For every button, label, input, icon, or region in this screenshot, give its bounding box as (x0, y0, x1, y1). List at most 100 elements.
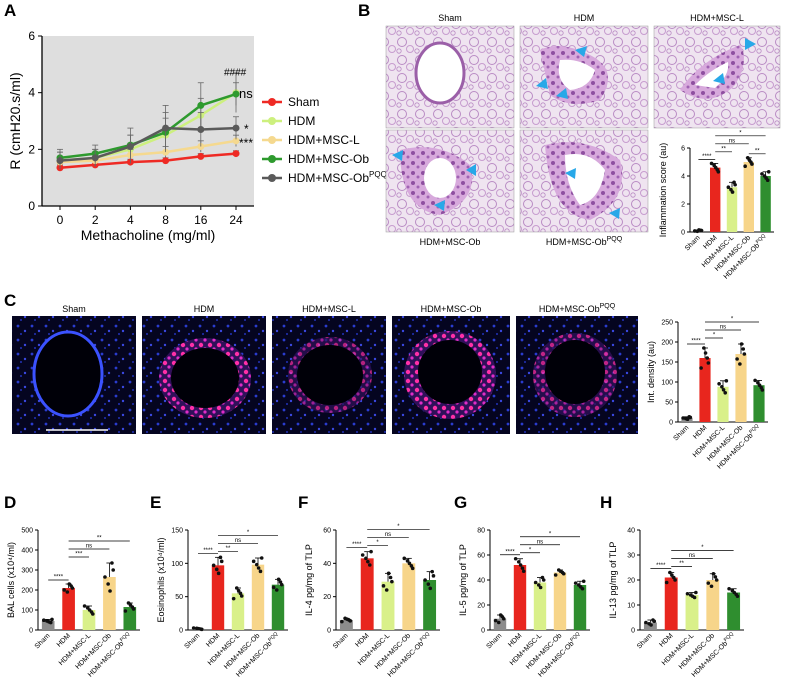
sig-label: ns (235, 538, 241, 544)
x-tick-label-sup: PQQ (755, 233, 767, 245)
legend-label-text: Sham (288, 95, 319, 109)
y-tick-label: 250 (661, 320, 673, 327)
sig-label: ** (755, 148, 760, 154)
data-dot (47, 620, 51, 624)
sig-label: ** (679, 561, 684, 567)
x-tick-label: 2 (92, 213, 99, 227)
data-dot (702, 346, 706, 350)
panel-label-a: A (4, 1, 16, 20)
data-dot (644, 620, 648, 625)
data-dot (258, 569, 263, 574)
panel-label-b: B (358, 1, 370, 20)
annotation-hash: #### (224, 67, 247, 78)
data-dot (276, 577, 281, 582)
data-dot (388, 575, 393, 580)
y-tick-label: 20 (477, 603, 485, 610)
sig-label: * (549, 531, 552, 537)
bar (211, 565, 225, 630)
y-tick-label: 2 (28, 142, 35, 156)
airway-msc-ob (424, 158, 456, 198)
sig-label: ** (226, 546, 231, 552)
x-tick-label-text: HDM+MSC-Ob (235, 640, 273, 678)
x-tick-label: 4 (127, 213, 134, 227)
data-dot (239, 594, 244, 598)
arrow-icon (434, 200, 445, 211)
arrow-icon (466, 164, 476, 176)
y-tick-label: 0 (28, 199, 35, 213)
histology-label-msc-ob: HDM+MSC-Ob (420, 237, 481, 247)
panel-label-g: G (454, 493, 467, 512)
data-dot (521, 569, 526, 574)
y-tick-label: 50 (665, 400, 673, 407)
legend-marker (268, 136, 276, 144)
data-point (197, 101, 205, 109)
data-dot (760, 172, 764, 176)
data-dot (386, 571, 391, 576)
data-dot (271, 585, 276, 590)
y-tick-label: 100 (661, 380, 673, 387)
data-dot (231, 596, 236, 601)
data-dot (128, 603, 133, 607)
x-tick-label-text: HDM+MSC-Ob (537, 640, 575, 678)
x-tick-label: Sham (636, 632, 654, 650)
x-tick-label-text: HDM (692, 424, 708, 440)
sig-label: * (247, 530, 250, 536)
data-point (197, 152, 205, 160)
sig-label: ns (689, 553, 695, 559)
data-dot (111, 568, 115, 572)
data-point (91, 154, 99, 162)
data-dot (62, 588, 66, 592)
data-dot (706, 361, 711, 365)
histology-label-msc-l: HDM+MSC-L (690, 13, 744, 23)
data-dot (706, 581, 711, 585)
fluor-label-msc-l: HDM+MSC-L (302, 304, 356, 314)
data-dot (496, 620, 501, 625)
data-dot (405, 559, 410, 563)
fluor-label-msc-ob: HDM+MSC-Ob (421, 304, 482, 314)
bar (513, 565, 527, 630)
label-sup: PQQ (600, 303, 616, 310)
y-tick-label: 40 (477, 578, 485, 585)
x-tick-label-sup: PQQ (419, 631, 431, 643)
data-dot (218, 555, 223, 560)
data-dot (123, 609, 128, 613)
arrow-icon (556, 88, 568, 99)
data-dot (538, 585, 543, 590)
data-dot (410, 566, 415, 571)
bar (360, 558, 374, 630)
data-dot (685, 591, 690, 596)
data-dot (652, 619, 657, 624)
data-point (162, 124, 170, 132)
series-line (59, 152, 237, 169)
bar (123, 607, 137, 630)
data-dot (724, 379, 729, 383)
panel-label-h: H (600, 493, 612, 512)
x-tick-label: HDM (658, 632, 674, 648)
data-dot (727, 586, 731, 591)
data-dot (70, 586, 75, 590)
data-dot (711, 571, 716, 576)
x-tick-label-text: Sham (184, 632, 202, 650)
data-point (162, 157, 170, 165)
legend-label: HDM (288, 114, 315, 128)
data-dot (738, 362, 742, 366)
data-dot (743, 164, 747, 168)
legend-marker (268, 155, 276, 163)
x-tick-label: HDM+MSC-Ob (74, 632, 112, 670)
y-tick-label: 0 (669, 420, 673, 427)
data-point (56, 157, 64, 165)
sig-label: **** (702, 154, 712, 160)
data-dot (110, 561, 114, 565)
arrow-icon (745, 38, 756, 50)
y-tick-label: 150 (661, 360, 673, 367)
data-dot (699, 366, 703, 370)
y-tick-label: 100 (21, 608, 33, 615)
x-tick-label: 16 (194, 213, 208, 227)
data-dot (216, 571, 221, 576)
x-tick-label-text: Sham (636, 632, 654, 650)
data-dot (498, 613, 503, 617)
data-dot (103, 575, 107, 579)
data-dot (423, 578, 427, 582)
data-dot (713, 575, 718, 579)
